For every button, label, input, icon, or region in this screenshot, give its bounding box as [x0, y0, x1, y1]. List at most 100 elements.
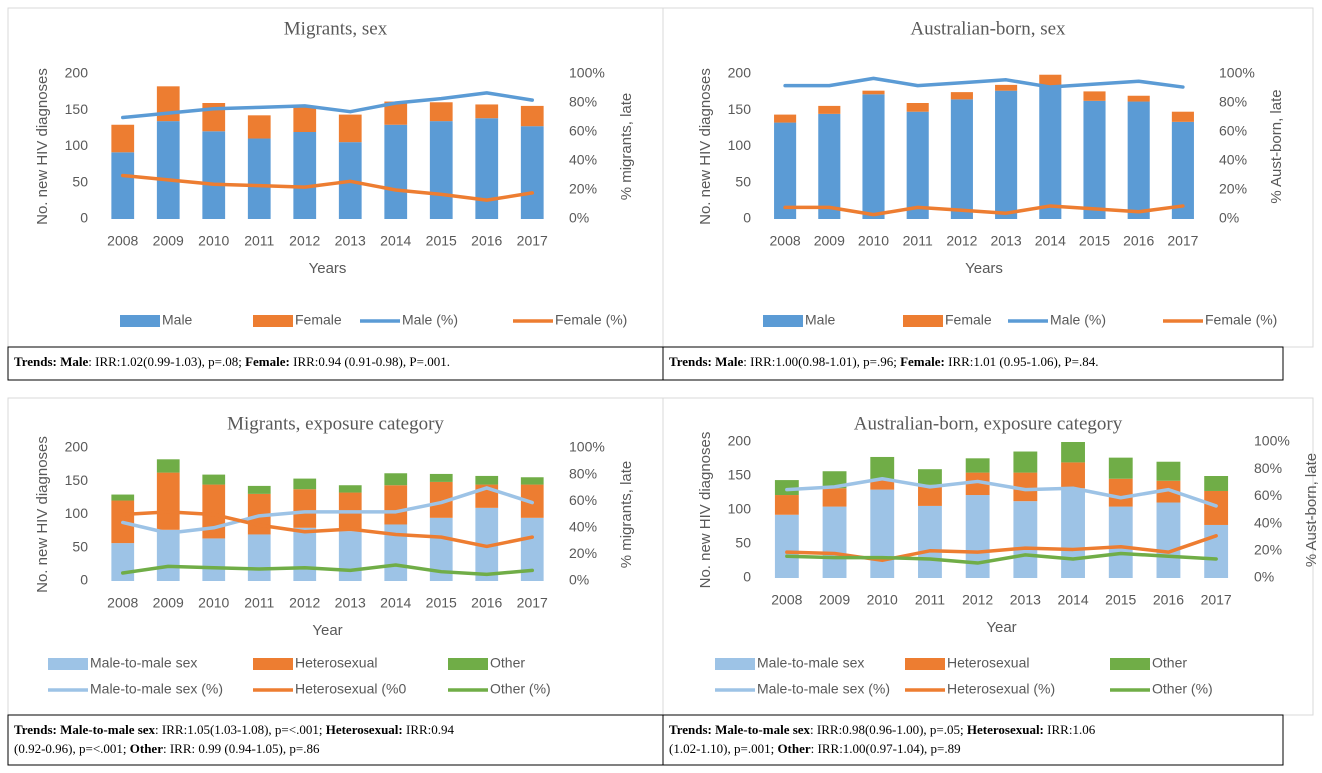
x-tick-label: 2013 — [1010, 592, 1041, 608]
x-tick-label: 2012 — [962, 592, 993, 608]
x-tick-label: 2016 — [471, 595, 502, 611]
x-tick-label: 2017 — [517, 595, 548, 611]
bar — [384, 101, 408, 125]
bar — [520, 517, 544, 581]
y-tick-label: 50 — [735, 535, 751, 551]
bar — [950, 99, 973, 219]
x-tick-label: 2013 — [991, 233, 1022, 249]
legend-label: Male-to-male sex (%) — [90, 681, 223, 697]
trend-segment: Female: — [245, 354, 290, 369]
y-axis-title: No. new HIV diagnoses — [697, 68, 714, 225]
trend-segment: : IRR: 0.99 (0.94-1.05), p=.86 — [163, 741, 320, 756]
y-tick-label: 100 — [728, 501, 752, 517]
bar — [1039, 85, 1062, 219]
x-tick-label: 2014 — [380, 233, 411, 249]
legend-label: Female (%) — [555, 312, 627, 328]
legend-label: Male-to-male sex — [757, 655, 864, 671]
bar — [870, 489, 895, 578]
bar — [1108, 506, 1133, 578]
bar — [475, 104, 499, 119]
y2-tick-label: 80% — [569, 465, 597, 481]
y2-tick-label: 20% — [569, 545, 597, 561]
bar — [429, 121, 453, 219]
trend-segment: IRR:1.06 — [1044, 722, 1096, 737]
bar — [475, 507, 499, 581]
bar — [1204, 490, 1229, 525]
x-tick-label: 2008 — [107, 595, 138, 611]
y-axis-title: No. new HIV diagnoses — [34, 436, 51, 593]
bar — [1083, 91, 1106, 101]
bar — [1083, 100, 1106, 219]
legend-label: Male — [805, 312, 836, 328]
bar — [818, 105, 841, 114]
bar — [520, 477, 544, 485]
y2-tick-label: 0% — [569, 572, 589, 588]
x-tick-label: 2010 — [867, 592, 898, 608]
legend-swatch — [903, 315, 943, 327]
bar — [156, 472, 180, 530]
trend-segment: Trends: Male — [14, 354, 88, 369]
bar — [774, 480, 799, 496]
bar — [1108, 457, 1133, 479]
bar — [520, 105, 544, 127]
y2-tick-label: 0% — [1219, 210, 1239, 226]
bar — [429, 517, 453, 581]
x-tick-label: 2012 — [289, 233, 320, 249]
trend-segment: Heterosexual: — [967, 722, 1044, 737]
trend-segment: IRR:0.94 — [403, 722, 455, 737]
bar — [774, 514, 799, 578]
legend-swatch — [763, 315, 803, 327]
y-tick-label: 100 — [65, 137, 89, 153]
bar — [822, 488, 847, 507]
y2-tick-label: 100% — [569, 65, 605, 81]
bar — [950, 92, 973, 100]
bar — [247, 115, 271, 139]
y2-tick-label: 60% — [1254, 487, 1282, 503]
bar — [156, 459, 180, 473]
y2-tick-label: 100% — [1254, 433, 1290, 449]
trend-note: Trends: Male: IRR:1.02(0.99-1.03), p=.08… — [14, 354, 450, 369]
x-tick-label: 2014 — [1035, 233, 1066, 249]
legend-label: Female (%) — [1205, 312, 1277, 328]
trend-note: Trends: Male-to-male sex: IRR:1.05(1.03-… — [14, 722, 455, 737]
y-tick-label: 50 — [72, 173, 88, 189]
bar — [520, 126, 544, 219]
bar — [906, 103, 929, 112]
legend-swatch — [48, 658, 88, 670]
bar — [429, 481, 453, 518]
bar — [918, 484, 942, 506]
x-tick-label: 2009 — [814, 233, 845, 249]
legend-label: Heterosexual — [295, 655, 378, 671]
legend-label: Heterosexual (%0 — [295, 681, 406, 697]
y2-axis-title: % migrants, late — [618, 461, 635, 569]
bar — [293, 478, 317, 490]
bar — [293, 132, 317, 219]
bar — [156, 529, 180, 581]
bar — [111, 124, 135, 153]
x-tick-label: 2013 — [335, 233, 366, 249]
y2-tick-label: 80% — [1219, 94, 1247, 110]
bar — [1204, 524, 1229, 578]
bar — [247, 485, 271, 494]
bar — [1061, 488, 1085, 578]
trend-note: Trends: Male-to-male sex: IRR:0.98(0.96-… — [669, 722, 1096, 737]
line — [783, 76, 1185, 89]
bar — [918, 469, 942, 485]
y-tick-label: 150 — [65, 101, 89, 117]
trend-segment: Other — [130, 741, 163, 756]
line — [121, 173, 534, 202]
y2-tick-label: 20% — [1219, 181, 1247, 197]
line — [121, 563, 534, 577]
bar — [862, 90, 885, 95]
bar — [338, 531, 362, 581]
bar — [429, 473, 453, 482]
line — [785, 476, 1218, 508]
y-axis-title: No. new HIV diagnoses — [697, 432, 714, 589]
legend-label: Male-to-male sex (%) — [757, 681, 890, 697]
x-tick-label: 2011 — [915, 592, 945, 608]
x-tick-label: 2011 — [244, 595, 274, 611]
bar — [1013, 472, 1038, 502]
bar — [1156, 461, 1181, 481]
legend-label: Female — [945, 312, 992, 328]
x-tick-label: 2008 — [770, 233, 801, 249]
